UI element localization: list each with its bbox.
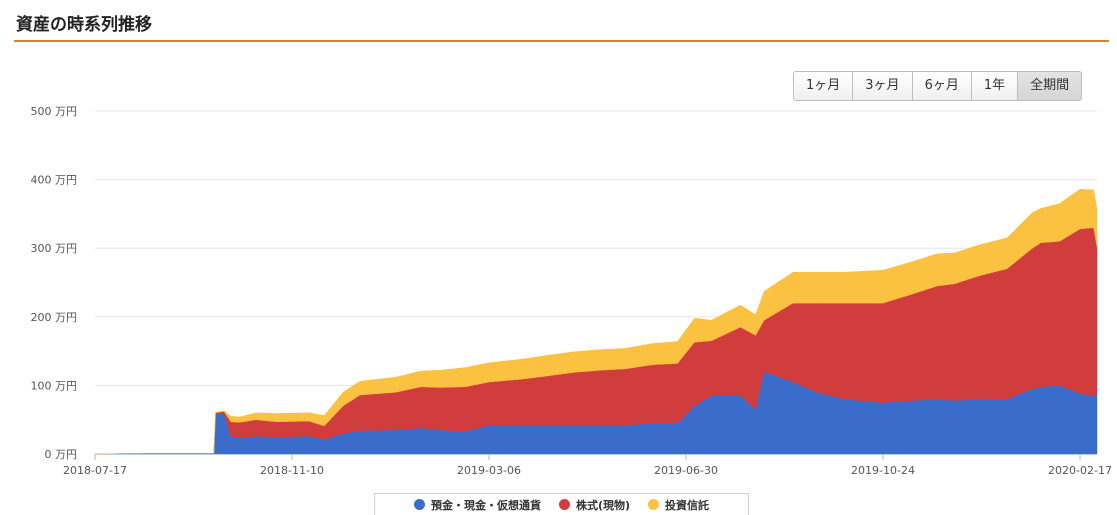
- x-tick-label: 2020-02-17: [1048, 464, 1112, 477]
- legend-dot-fund: [648, 499, 660, 510]
- legend-label-stock: 株式(現物): [575, 498, 631, 512]
- legend-dot-deposit: [413, 499, 425, 510]
- asset-area-chart: 0 万円 100 万円 200 万円 300 万円 400 万円 500 万円 2018-…: [31, 105, 1112, 477]
- y-tick-label: 500 万円: [31, 105, 78, 118]
- area-fund[interactable]: [94, 188, 1098, 455]
- range-button-all[interactable]: 全期間: [1017, 72, 1082, 100]
- legend-item-deposit[interactable]: 預金・現金・仮想通貨: [413, 497, 541, 513]
- y-axis-ticks: 0 万円 100 万円 200 万円 300 万円 400 万円 500 万円: [31, 105, 78, 461]
- legend-label-fund: 投資信託: [665, 498, 710, 512]
- page-title: 資産の時系列推移: [16, 15, 152, 35]
- x-axis-ticks: 2018-07-17 2018-11-10 2019-03-06 2019-06-30…: [63, 454, 1112, 477]
- legend-item-fund[interactable]: 投資信託: [648, 497, 709, 513]
- x-tick-label: 2018-07-17: [63, 464, 127, 477]
- legend-dot-stock: [558, 499, 570, 510]
- x-tick-label: 2019-06-30: [654, 464, 718, 477]
- range-button-3months[interactable]: 3ヶ月: [852, 72, 912, 100]
- range-button-6months[interactable]: 6ヶ月: [911, 72, 971, 100]
- chart-legend: 預金・現金・仮想通貨 株式(現物) 投資信託: [374, 493, 749, 515]
- legend-item-stock[interactable]: 株式(現物): [558, 497, 631, 513]
- title-underline: [14, 40, 1109, 42]
- legend-label-deposit: 預金・現金・仮想通貨: [430, 498, 541, 512]
- y-tick-label: 400 万円: [31, 174, 78, 187]
- x-tick-label: 2019-03-06: [457, 464, 521, 477]
- area-series: [94, 188, 1098, 455]
- y-tick-label: 200 万円: [31, 311, 78, 324]
- x-tick-label: 2018-11-10: [260, 464, 324, 477]
- y-tick-label: 0 万円: [45, 448, 78, 461]
- range-button-1year[interactable]: 1年: [970, 72, 1018, 100]
- y-tick-label: 100 万円: [31, 379, 78, 392]
- range-button-1month[interactable]: 1ヶ月: [794, 72, 853, 100]
- y-tick-label: 300 万円: [31, 242, 78, 255]
- period-selector: 1ヶ月 3ヶ月 6ヶ月 1年 全期間: [793, 71, 1083, 101]
- x-tick-label: 2019-10-24: [851, 464, 915, 477]
